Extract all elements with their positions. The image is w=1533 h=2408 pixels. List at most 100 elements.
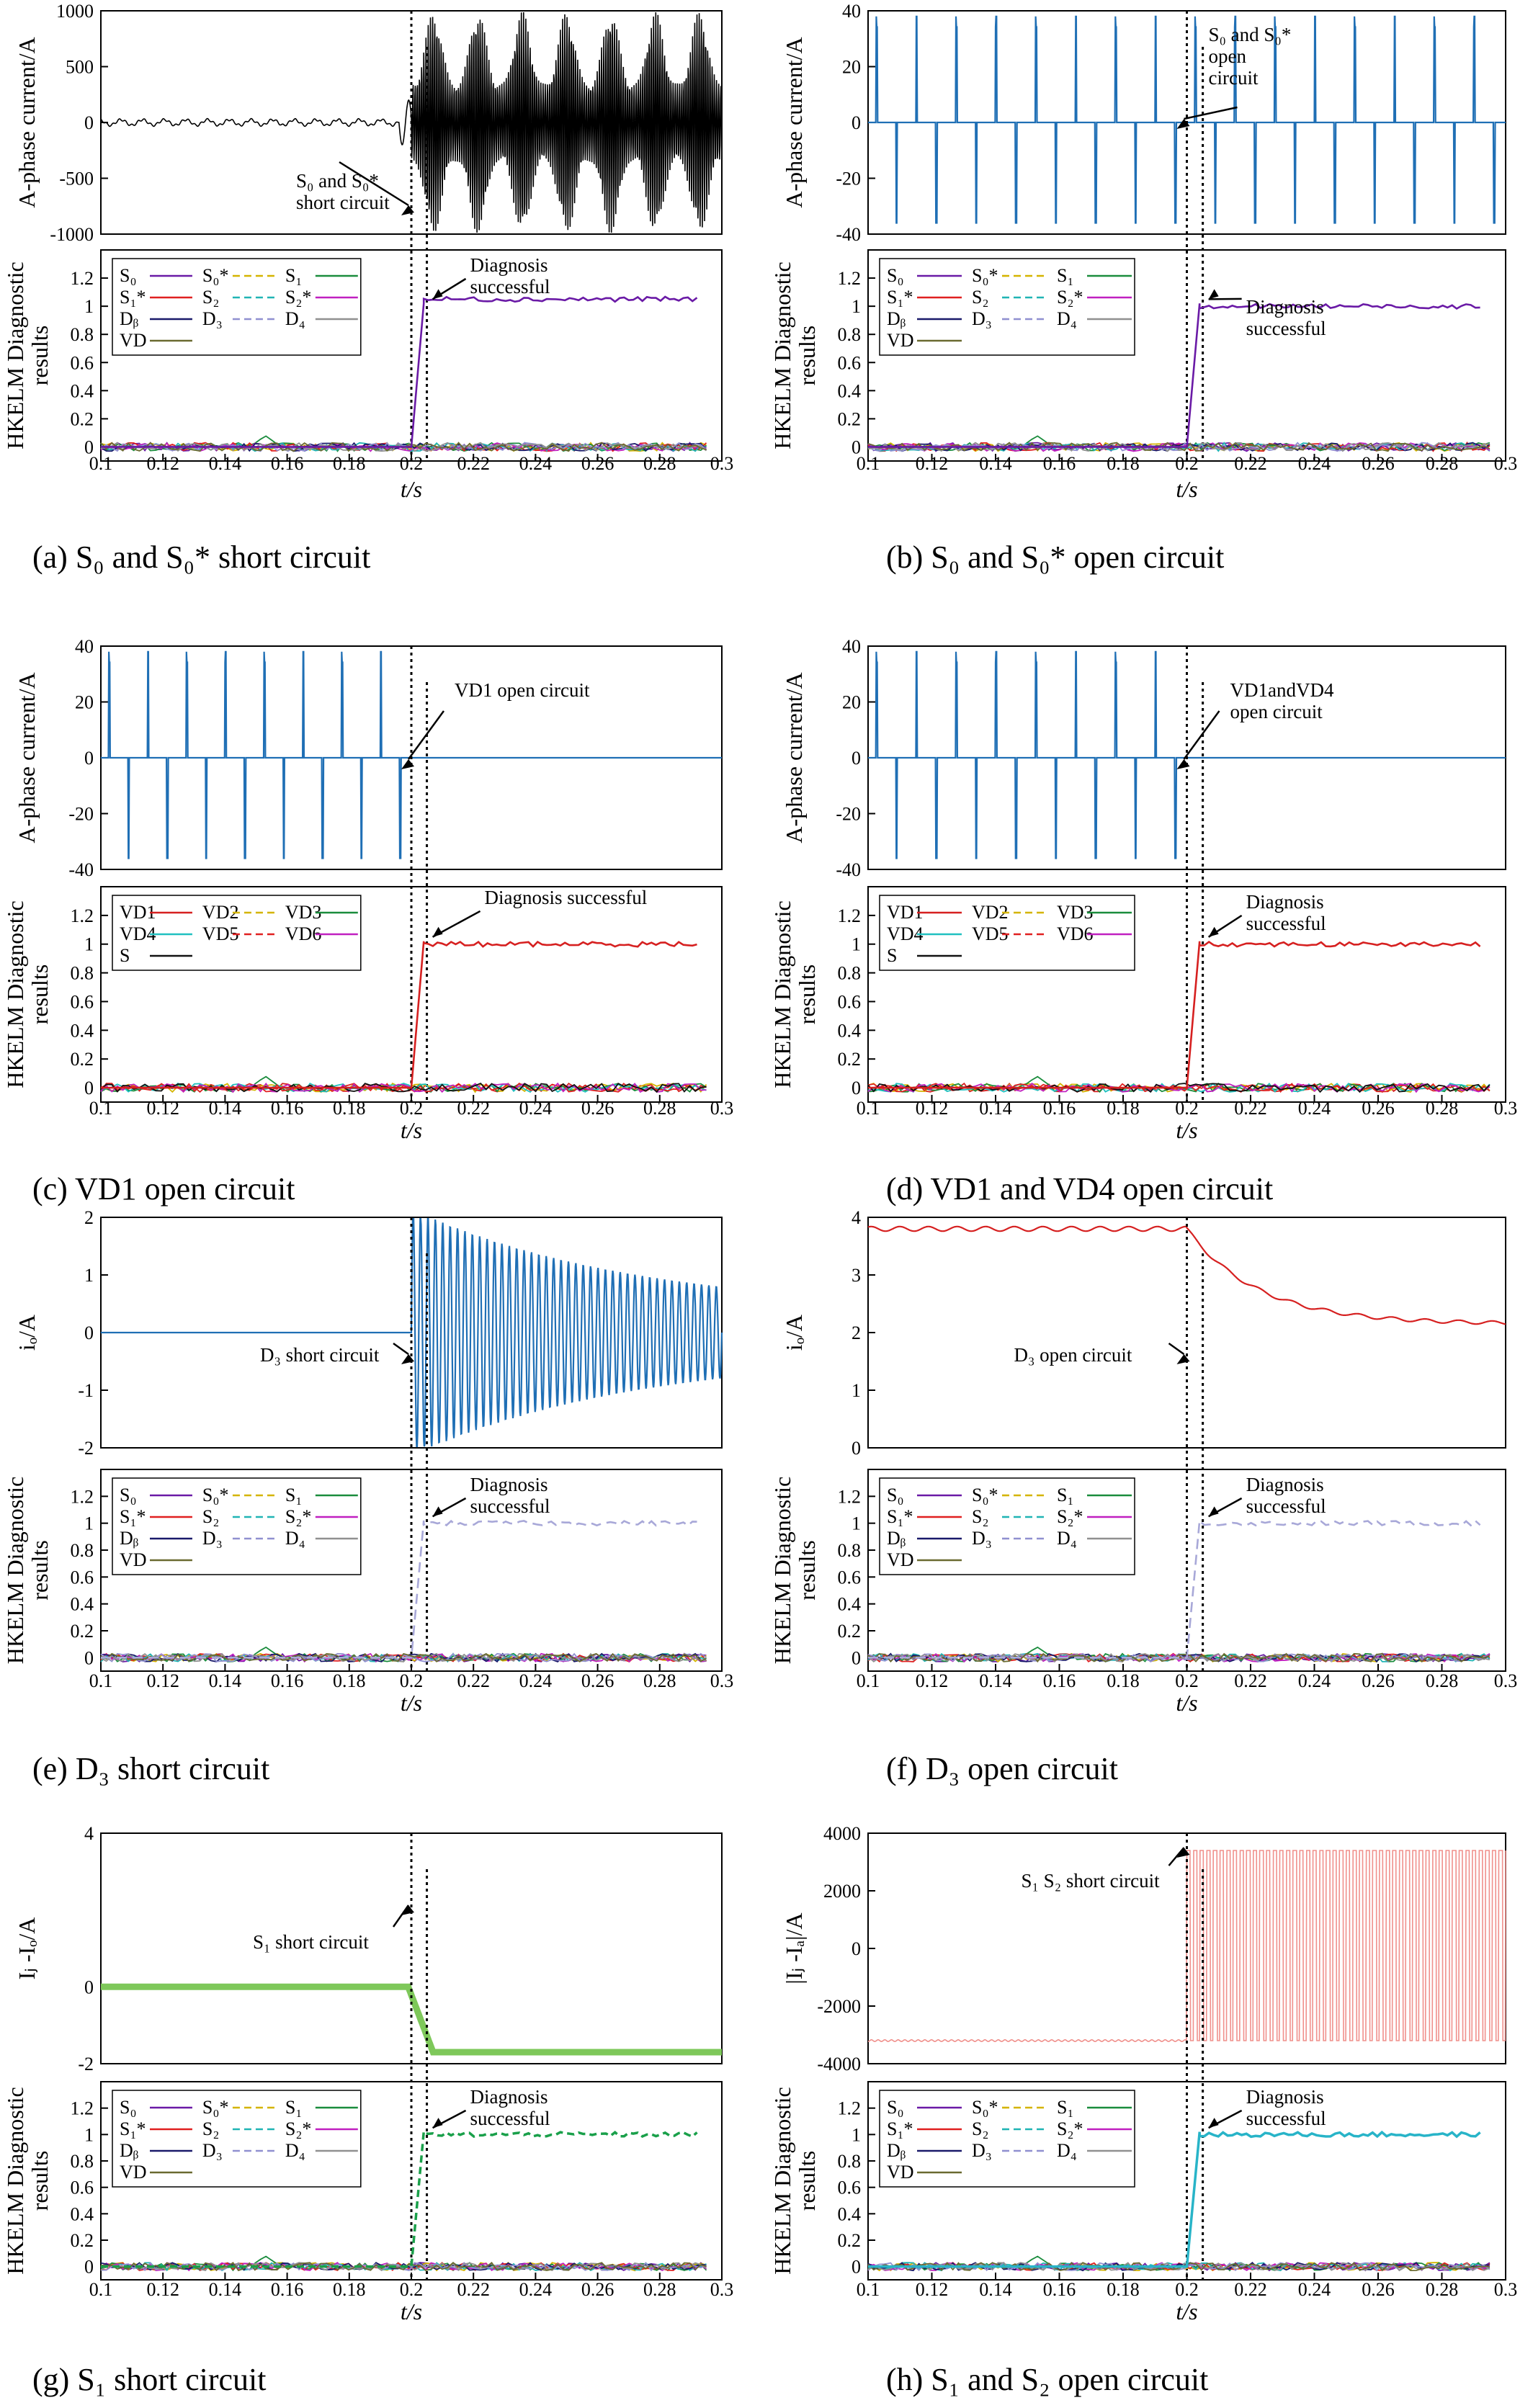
legend-box <box>112 258 362 356</box>
x-tick-label: 0.28 <box>643 453 676 474</box>
top-annotation: VD1 open circuit <box>455 679 590 701</box>
legend-label: D₄ <box>285 1528 305 1549</box>
x-tick-label: 0.2 <box>1175 1670 1199 1691</box>
top-y-tick-label: -20 <box>68 804 94 825</box>
x-tick-label: 0.18 <box>1107 1670 1140 1691</box>
x-tick-label: 0.18 <box>1107 1098 1140 1119</box>
bottom-y-tick-label: 0.8 <box>838 2151 862 2172</box>
legend-label: S₀ <box>887 265 904 286</box>
bottom-y-axis-label: HKELM Diagnosticresults <box>769 900 820 1088</box>
legend-box <box>879 2090 1135 2188</box>
legend-label: S₀ <box>887 2097 904 2118</box>
x-tick-label: 0.14 <box>209 1670 242 1691</box>
panel-d: 40 20 0 -20 -40 A-phase current/A VD1andVD4 ope… <box>769 636 1517 1207</box>
legend-label: D₄ <box>1057 1528 1077 1549</box>
bottom-y-tick-label: 0.4 <box>838 1594 862 1615</box>
x-tick-label: 0.16 <box>271 1670 304 1691</box>
bottom-y-tick-label: 1.2 <box>838 1486 862 1507</box>
arrow-head <box>432 926 443 937</box>
top-y-tick-label: -1000 <box>50 224 94 245</box>
bottom-annotation: Diagnosis successful <box>1246 2086 1326 2129</box>
legend-label: S <box>887 945 897 966</box>
x-tick-label: 0.18 <box>333 1670 366 1691</box>
x-axis-label: t/s <box>401 1117 422 1143</box>
legend-box <box>879 895 1135 971</box>
legend-label: D₃ <box>972 308 992 329</box>
x-tick-label: 0.16 <box>1043 2279 1076 2300</box>
legend-label: D₃ <box>972 1528 992 1549</box>
bottom-y-tick-label: 0.4 <box>71 2203 94 2224</box>
panel-e: 2 1 0 -1 -2 iₒ/A D₃ short circuit 1.2 1 0.8 0.6 0.4… <box>2 1207 733 1786</box>
top-y-tick-label: 40 <box>842 1 861 22</box>
legend-label: D₄ <box>1057 2140 1077 2161</box>
x-tick-label: 0.22 <box>457 453 490 474</box>
legend-label: S₁ <box>285 1485 303 1505</box>
x-tick-label: 0.3 <box>710 453 734 474</box>
panel-a: 1000 500 0 -500 -1000 A-phase current/A S₀ and… <box>2 1 733 575</box>
panel-caption: (h) S₁ and S₂ open circuit <box>886 2362 1208 2397</box>
panel-c: 40 20 0 -20 -40 A-phase current/A VD1 open cir… <box>2 636 733 1207</box>
label-line: results <box>27 326 53 386</box>
top-annotation-line: open circuit <box>1230 701 1323 722</box>
top-y-tick-label: 20 <box>842 57 861 78</box>
bottom-annotation-line: successful <box>1246 913 1326 934</box>
bottom-y-tick-label: 0.8 <box>71 963 94 984</box>
x-tick-label: 0.1 <box>857 2279 880 2300</box>
legend-label: S₂* <box>1057 1506 1083 1527</box>
bottom-y-tick-label: 1.2 <box>71 2098 94 2119</box>
arrow-head <box>401 1905 414 1915</box>
bottom-y-tick-label: 0.4 <box>71 1594 94 1615</box>
legend-label: S₀ <box>120 265 137 286</box>
bottom-annotation: Diagnosis successful <box>470 1474 550 1517</box>
legend-label: S₂ <box>972 287 989 308</box>
x-tick-label: 0.28 <box>1426 1670 1459 1691</box>
bottom-y-tick-label: 0.8 <box>71 2151 94 2172</box>
label-line: results <box>27 964 53 1025</box>
legend-label: S₀ <box>120 1485 137 1505</box>
annotation-arrow <box>393 1342 409 1356</box>
x-axis-label: t/s <box>401 2299 422 2324</box>
top-y-tick-label: 2 <box>852 1322 861 1343</box>
x-tick-label: 0.2 <box>1175 453 1199 474</box>
bottom-y-axis-label: HKELM Diagnosticresults <box>769 2087 820 2274</box>
arrow-head <box>1208 289 1219 300</box>
bottom-y-tick-label: 0.2 <box>71 1049 94 1070</box>
legend-label: D₃ <box>202 1528 223 1549</box>
diagnostic-series-line <box>867 2262 1490 2272</box>
top-annotation: S₁ S₂ short circuit <box>1022 1870 1161 1892</box>
bottom-annotation-line: successful <box>1246 318 1326 339</box>
x-tick-label: 0.28 <box>643 2279 676 2300</box>
bottom-y-tick-label: 1.2 <box>71 905 94 926</box>
legend-label: S₂* <box>1057 2118 1083 2139</box>
bottom-annotation-line: Diagnosis <box>470 254 548 276</box>
x-tick-label: 0.24 <box>1298 1098 1331 1119</box>
x-tick-label: 0.18 <box>333 453 366 474</box>
legend-label: S₂* <box>285 287 312 308</box>
top-y-tick-label: -20 <box>836 804 861 825</box>
bottom-annotation-line: Diagnosis <box>470 2086 548 2108</box>
x-tick-label: 0.24 <box>519 2279 553 2300</box>
signal-line <box>101 1983 722 2056</box>
x-tick-label: 0.16 <box>1043 1098 1076 1119</box>
legend-label: S₂ <box>202 1506 220 1527</box>
panel-g: 4 0 -2 Iⱼ -Iₒ/A S₁ short circuit 1.2 1 0.8 0.6 0.… <box>2 1823 733 2397</box>
panel-caption: (e) D₃ short circuit <box>32 1751 269 1786</box>
top-annotation: S₀ and S₀* short circuit <box>296 170 390 213</box>
bottom-y-tick-label: 1.2 <box>838 905 862 926</box>
top-y-tick-label: 20 <box>75 692 94 713</box>
top-y-axis-label: A-phase current/A <box>781 37 807 207</box>
top-y-tick-label: 1000 <box>56 1 94 22</box>
top-y-axis-label: iₒ/A <box>14 1315 40 1351</box>
diagnostic-series-line <box>100 442 707 452</box>
bottom-y-tick-label: 1.2 <box>838 2098 862 2119</box>
diagnostic-series-line <box>867 442 1490 452</box>
bottom-y-tick-label: 0.2 <box>838 1621 862 1642</box>
panel-h: 4000 2000 0 -2000 -4000 |Iⱼ -Iₐ|/A S₁ S₂ short… <box>769 1823 1517 2397</box>
legend-label: S₀* <box>972 2097 998 2118</box>
legend-label: S₀* <box>202 2097 229 2118</box>
label-line: HKELM Diagnostic <box>769 261 795 449</box>
top-y-tick-label: 0 <box>84 1322 94 1343</box>
top-annotation-line: S₁ S₂ short circuit <box>1022 1870 1161 1892</box>
top-y-tick-label: 0 <box>84 1977 94 1997</box>
label-line: HKELM Diagnostic <box>769 2087 795 2274</box>
